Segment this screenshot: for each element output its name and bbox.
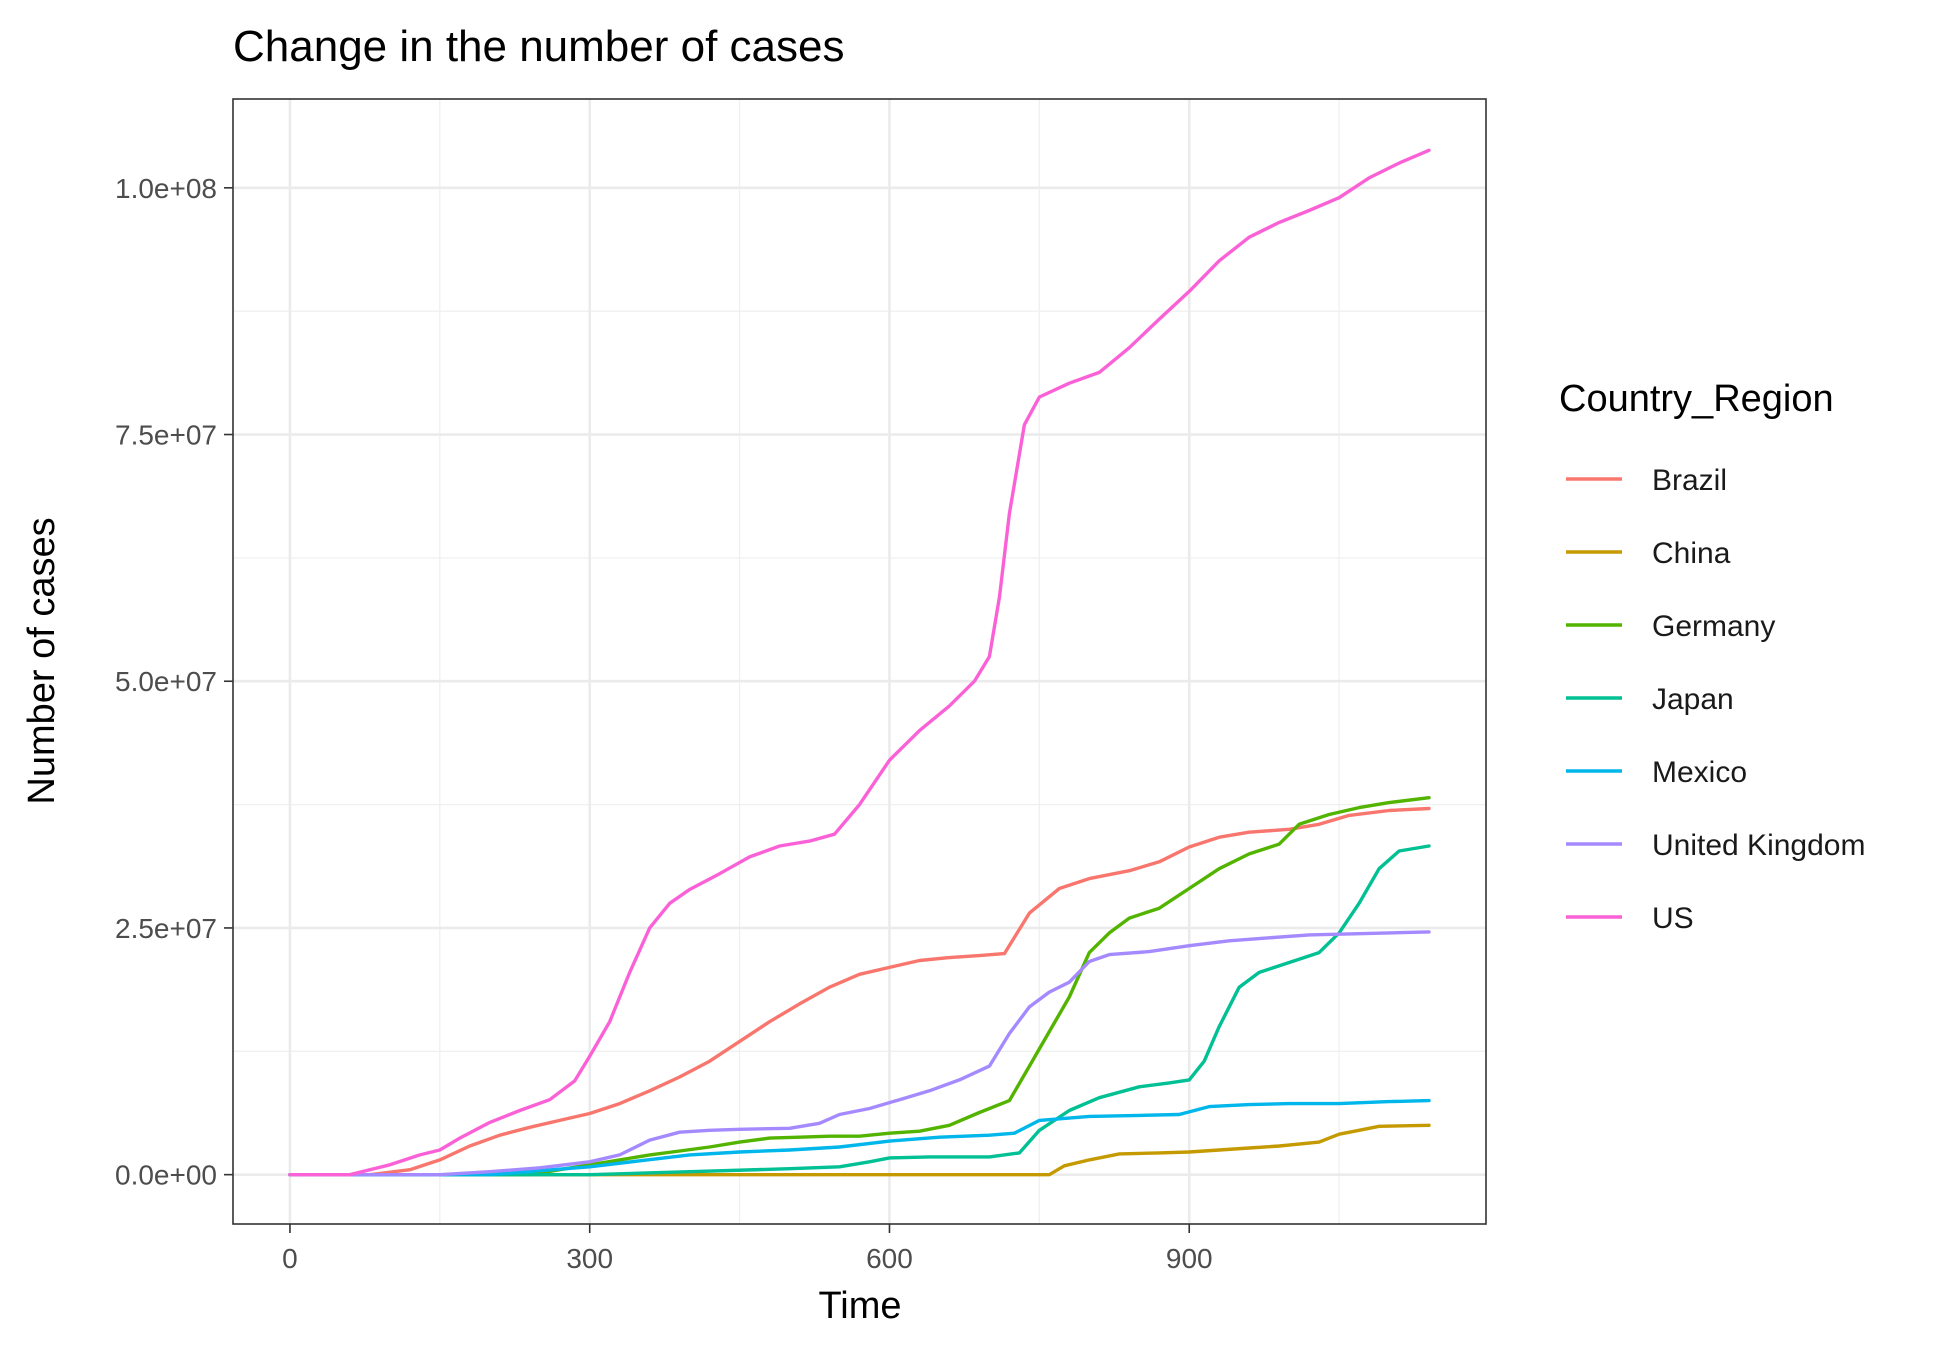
x-tick-label: 600 bbox=[866, 1243, 913, 1274]
series-line-germany bbox=[288, 796, 1431, 1177]
series-line-china bbox=[288, 1123, 1431, 1177]
x-tick-label: 0 bbox=[282, 1243, 298, 1274]
x-tick-label: 300 bbox=[566, 1243, 613, 1274]
x-tick-label: 900 bbox=[1166, 1243, 1213, 1274]
series-line-united-kingdom bbox=[288, 930, 1431, 1177]
panel-background bbox=[233, 99, 1486, 1224]
x-axis-title: Time bbox=[818, 1285, 901, 1327]
plot-panel bbox=[232, 98, 1487, 1225]
series-line-us bbox=[288, 148, 1431, 1177]
legend-label-china: China bbox=[1652, 537, 1731, 570]
y-tick-label: 7.5e+07 bbox=[115, 420, 217, 451]
y-tick-label: 5.0e+07 bbox=[115, 666, 217, 697]
legend-title: Country_Region bbox=[1559, 378, 1834, 420]
legend-label-japan: Japan bbox=[1652, 683, 1734, 716]
y-tick-label: 2.5e+07 bbox=[115, 913, 217, 944]
legend: Country_Region Brazil China Germany Japan Me… bbox=[1559, 378, 1865, 935]
y-tick-label: 1.0e+08 bbox=[115, 173, 217, 204]
series-line-brazil bbox=[288, 806, 1431, 1177]
panel-border bbox=[232, 98, 1487, 1225]
legend-label-germany: Germany bbox=[1652, 610, 1775, 643]
series-line-japan bbox=[288, 844, 1431, 1177]
y-axis: 0.0e+00 2.5e+07 5.0e+07 7.5e+07 1.0e+08 bbox=[115, 173, 233, 1191]
chart-title: Change in the number of cases bbox=[233, 22, 845, 71]
x-axis: 0 300 600 900 bbox=[282, 1224, 1213, 1274]
series-line-mexico bbox=[288, 1098, 1431, 1177]
legend-label-us: US bbox=[1652, 902, 1694, 935]
series-lines bbox=[288, 148, 1431, 1177]
legend-label-mexico: Mexico bbox=[1652, 756, 1747, 789]
y-tick-label: 0.0e+00 bbox=[115, 1160, 217, 1191]
legend-label-brazil: Brazil bbox=[1652, 464, 1727, 497]
legend-label-united-kingdom: United Kingdom bbox=[1652, 829, 1865, 862]
y-axis-title: Number of cases bbox=[21, 517, 63, 804]
legend-items: Brazil China Germany Japan Mexico United King… bbox=[1566, 464, 1865, 935]
